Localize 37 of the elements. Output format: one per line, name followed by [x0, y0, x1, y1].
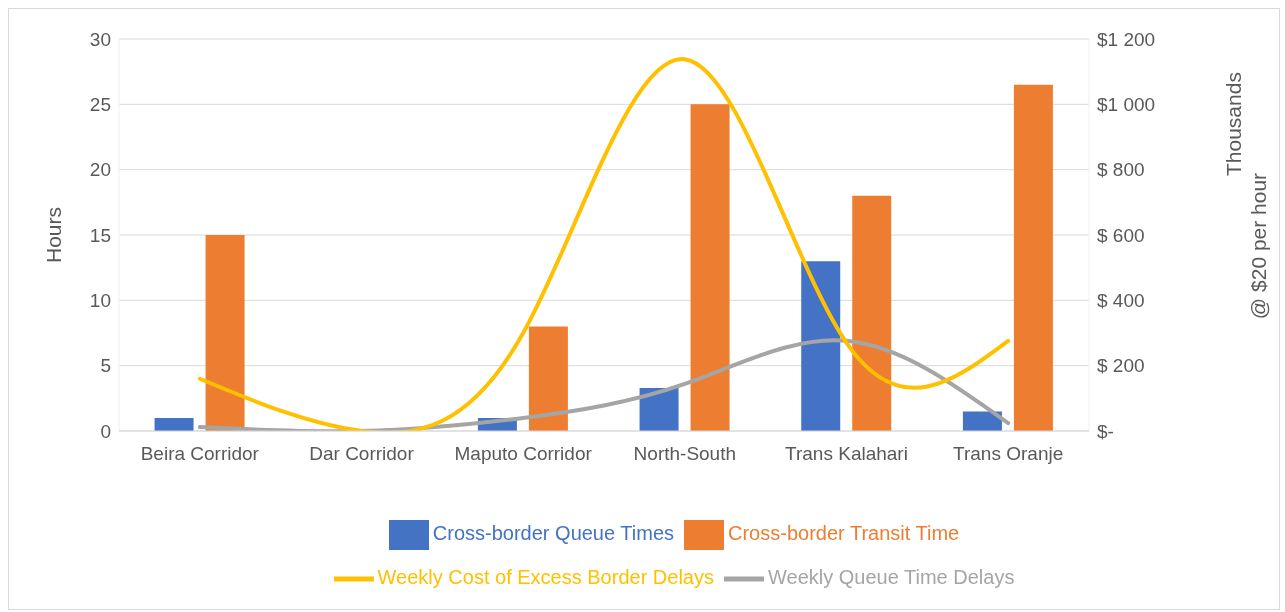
y2-tick-label: $1 000: [1097, 94, 1156, 116]
bar: [1013, 84, 1053, 431]
legend-label: Cross-border Queue Times: [432, 522, 675, 544]
bar: [852, 195, 892, 431]
y2-tick-label: $ 600: [1097, 224, 1145, 246]
y-tick-label: 30: [89, 28, 111, 50]
x-tick-label: North-South: [633, 443, 737, 465]
bar: [528, 326, 568, 431]
y-tick-label: 20: [89, 159, 111, 181]
legend-label: Cross-border Transit Time: [728, 522, 960, 544]
bar: [154, 417, 194, 431]
x-tick-label: Trans Oranje: [953, 443, 1064, 465]
x-tick-label: Maputo Corridor: [454, 443, 593, 465]
legend-label: Weekly Cost of Excess Border Delays: [377, 566, 714, 588]
y-axis-title: Hours: [42, 206, 66, 264]
text: Thousands: [1222, 72, 1246, 176]
y2-tick-label: $ 400: [1097, 290, 1145, 312]
bar: [690, 104, 730, 431]
y2-tick-label: $-: [1097, 420, 1114, 442]
y2-tick-label: $ 200: [1097, 355, 1145, 377]
y2-tick-label: $1 200: [1097, 28, 1156, 50]
bar: [962, 411, 1002, 431]
bar: [205, 235, 245, 431]
y-tick-label: 5: [100, 355, 111, 377]
x-tick-label: Trans Kalahari: [785, 443, 908, 465]
y2-axis-title: @ $20 per hour: [1247, 171, 1271, 322]
line-series: [197, 338, 1011, 431]
x-tick-label: Beira Corridor: [140, 443, 260, 465]
y-tick-label: 15: [89, 224, 111, 246]
y-tick-label: 0: [100, 420, 111, 442]
y2-tick-label: $ 800: [1097, 159, 1145, 181]
y-tick-label: 25: [89, 94, 111, 116]
bar: [801, 261, 841, 431]
x-tick-label: Dar Corridor: [309, 443, 415, 465]
line-series: [197, 57, 1011, 431]
y-tick-label: 10: [89, 290, 111, 312]
legend-label: Weekly Queue Time Delays: [768, 566, 1015, 588]
